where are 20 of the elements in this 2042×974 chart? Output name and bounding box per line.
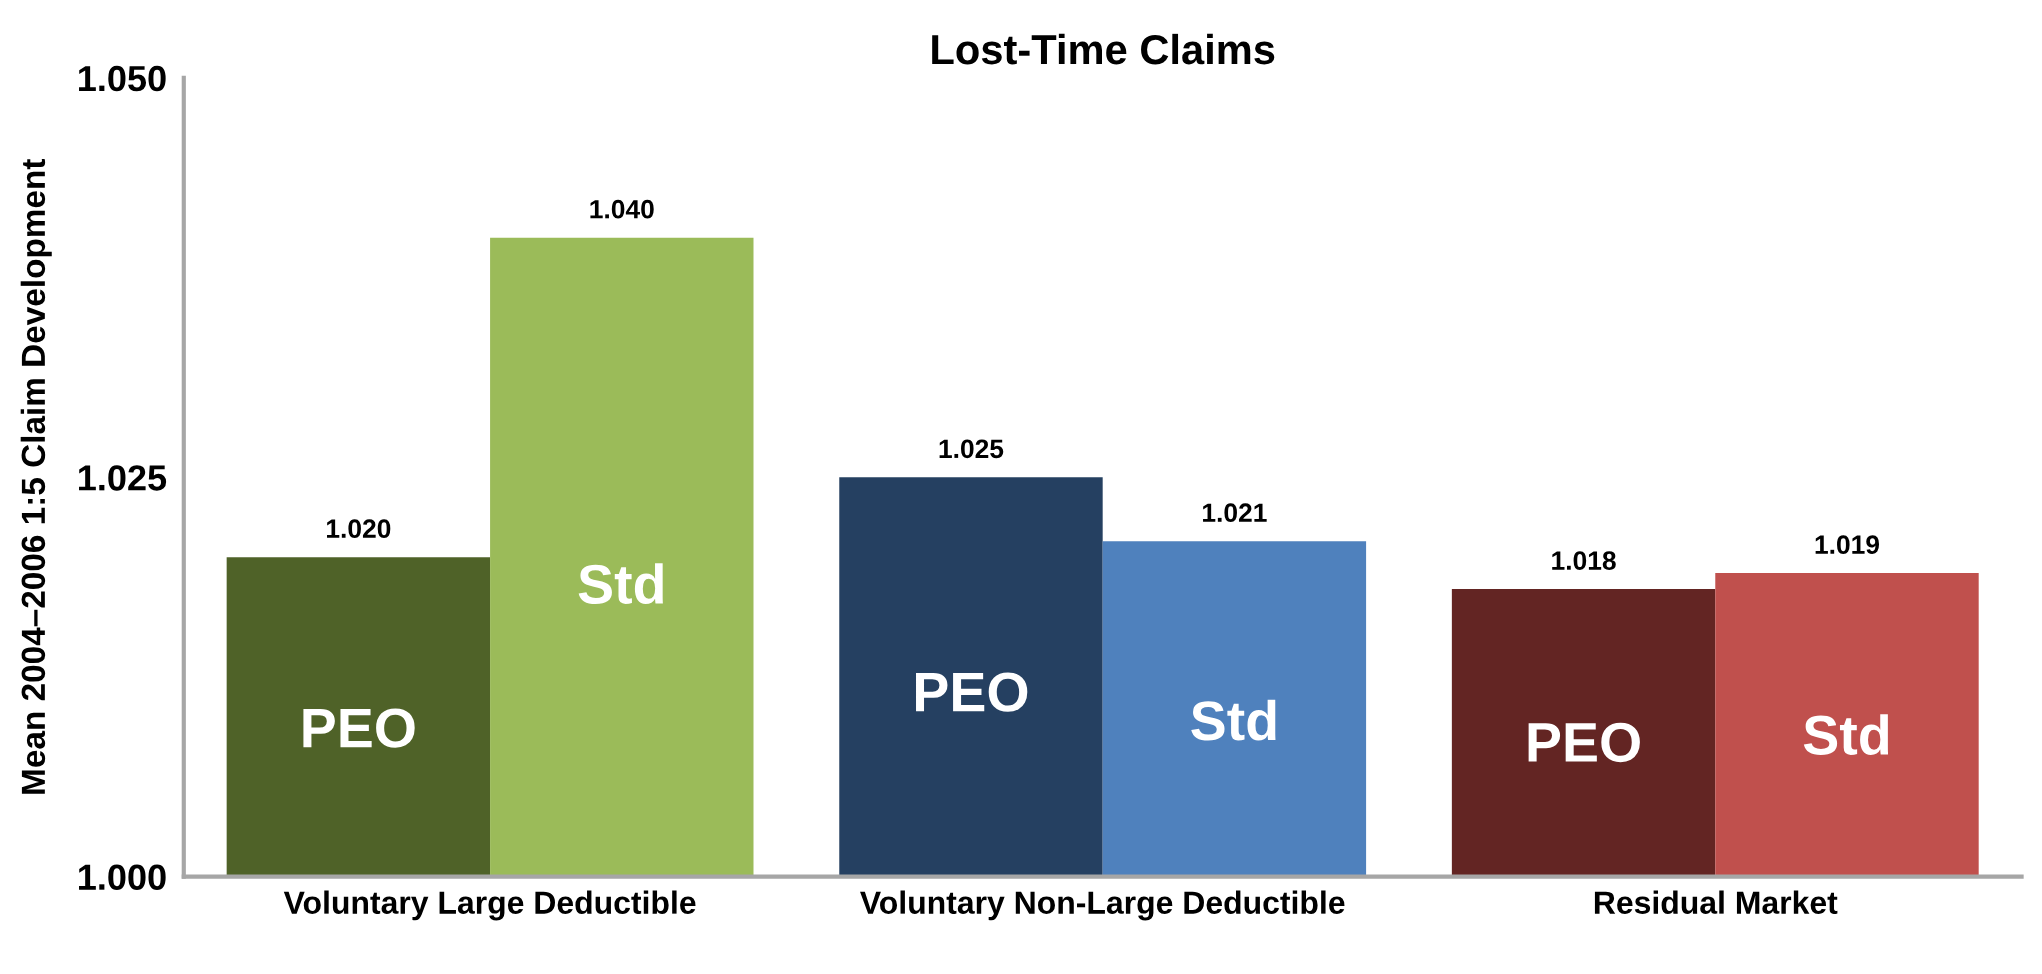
data-label: 1.020 <box>327 519 391 539</box>
data-label: 1.021 <box>1203 503 1267 523</box>
x-tick-label: Residual Market <box>1594 890 1838 914</box>
x-tick-label: Voluntary Large Deductible <box>283 890 696 921</box>
text: PEO <box>303 708 415 748</box>
y-tick-label: 1.000 <box>79 864 166 891</box>
text: Std <box>578 563 663 604</box>
data-label: 1.019 <box>1815 535 1880 554</box>
x-tick-label: Voluntary Non-Large Deductible <box>860 890 1345 921</box>
text: Std <box>1803 714 1889 755</box>
data-label: 1.040 <box>590 199 654 219</box>
series-label: Std <box>1191 699 1276 741</box>
y-axis-title: Mean 2004–2006 1:5 Claim Development <box>20 158 52 794</box>
chart-title: Lost-Time Claims <box>932 33 1275 65</box>
data-label: 1.025 <box>939 439 1004 459</box>
series-label: PEO <box>1528 722 1640 763</box>
y-tick-label: 1.025 <box>79 465 167 491</box>
y-tick-label: 1.050 <box>79 65 166 92</box>
text: PEO <box>916 672 1028 712</box>
data-label: 1.018 <box>1552 551 1616 570</box>
